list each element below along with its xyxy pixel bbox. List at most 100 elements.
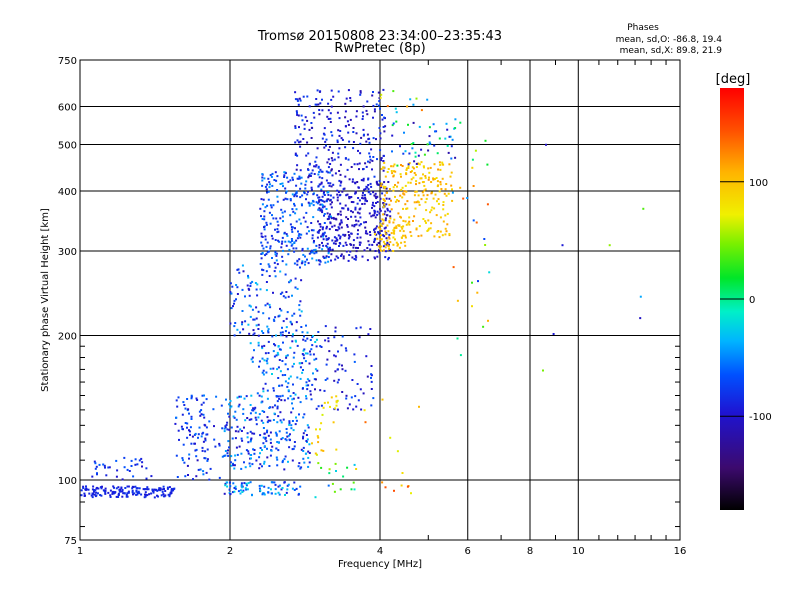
data-point: [483, 238, 486, 240]
data-point: [542, 369, 544, 372]
data-point: [357, 197, 360, 199]
data-point: [292, 392, 295, 394]
data-point: [342, 255, 345, 258]
data-point: [382, 166, 385, 169]
data-point: [247, 287, 250, 290]
data-point: [363, 188, 366, 191]
data-point: [308, 174, 311, 177]
data-point: [94, 462, 97, 465]
data-point: [298, 97, 301, 100]
data-point: [325, 199, 328, 202]
data-point: [284, 187, 287, 190]
data-point: [291, 208, 294, 211]
data-point: [134, 485, 137, 488]
data-point: [450, 171, 453, 174]
data-point: [371, 206, 373, 209]
data-point: [213, 425, 215, 428]
data-point: [265, 221, 268, 224]
data-point: [374, 195, 377, 198]
data-point: [361, 197, 364, 199]
data-point: [369, 234, 372, 236]
data-point: [364, 226, 367, 229]
data-point: [260, 198, 263, 201]
data-point: [329, 163, 332, 165]
data-point: [275, 395, 278, 397]
data-point: [256, 283, 259, 286]
data-point: [272, 217, 275, 220]
data-point: [368, 141, 371, 144]
data-point: [284, 438, 287, 441]
data-point: [299, 99, 302, 102]
data-point: [112, 491, 115, 494]
data-point: [366, 232, 369, 235]
data-point: [275, 259, 278, 262]
data-point: [178, 438, 180, 441]
data-point: [172, 489, 175, 492]
data-point: [250, 418, 253, 421]
data-point: [351, 178, 354, 181]
data-point: [232, 415, 235, 418]
data-point: [387, 168, 390, 170]
data-point: [294, 152, 297, 155]
data-point: [288, 446, 291, 449]
data-point: [197, 433, 200, 436]
data-point: [472, 185, 475, 187]
data-point: [132, 493, 134, 496]
data-point: [347, 131, 350, 134]
data-point: [327, 249, 330, 252]
data-point: [287, 253, 290, 256]
data-point: [284, 374, 287, 376]
data-point: [141, 465, 143, 468]
data-point: [391, 150, 393, 153]
data-point: [245, 488, 248, 491]
data-point: [277, 395, 280, 398]
data-point: [424, 175, 427, 177]
data-point: [355, 468, 358, 470]
data-point: [300, 466, 303, 469]
data-point: [233, 299, 236, 302]
data-point: [95, 494, 98, 497]
data-point: [338, 245, 340, 247]
data-point: [238, 445, 241, 448]
data-point: [311, 344, 314, 347]
data-point: [423, 189, 426, 192]
data-point: [333, 354, 336, 357]
data-point: [289, 198, 292, 200]
x-tick-label: 1: [77, 546, 83, 557]
data-point: [286, 354, 289, 357]
data-point: [330, 259, 332, 262]
data-point: [270, 234, 273, 237]
data-point: [296, 376, 299, 379]
data-point: [363, 194, 366, 196]
data-point: [299, 314, 302, 317]
data-point: [344, 102, 347, 105]
data-point: [339, 202, 342, 205]
data-point: [318, 200, 321, 203]
data-point: [227, 412, 229, 415]
data-point: [245, 484, 248, 487]
data-point: [415, 166, 418, 168]
data-point: [289, 214, 292, 217]
data-point: [315, 345, 318, 348]
data-point: [305, 232, 308, 235]
data-point: [348, 234, 350, 237]
data-point: [95, 465, 98, 468]
data-point: [344, 146, 347, 149]
data-point: [322, 238, 325, 241]
data-point: [459, 121, 462, 124]
data-points: [80, 88, 645, 499]
data-point: [296, 344, 299, 347]
data-point: [277, 353, 280, 356]
data-point: [323, 231, 326, 234]
data-point: [310, 188, 313, 191]
data-point: [268, 186, 271, 189]
data-point: [405, 169, 408, 171]
data-point: [237, 490, 240, 493]
data-point: [303, 413, 306, 416]
data-point: [280, 438, 283, 441]
data-point: [276, 263, 279, 266]
data-point: [388, 247, 390, 250]
data-point: [294, 393, 297, 396]
data-point: [317, 173, 320, 176]
data-point: [376, 243, 379, 246]
